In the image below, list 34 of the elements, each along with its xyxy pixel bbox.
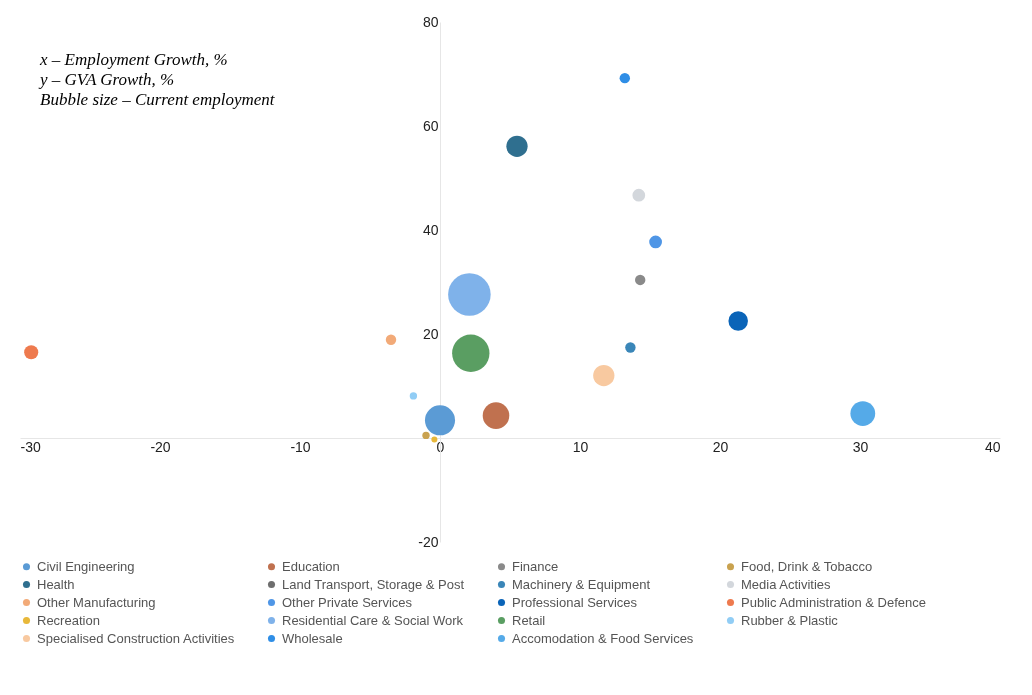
legend-label: Other Manufacturing (37, 594, 156, 610)
x-tick-label: 30 (852, 438, 869, 455)
legend-label: Civil Engineering (37, 558, 135, 574)
x-tick-label: 10 (572, 438, 589, 455)
legend-label: Finance (512, 558, 559, 574)
legend-label: Media Activities (741, 576, 832, 592)
y-tick-label: -20 (418, 533, 439, 550)
legend-label: Education (282, 558, 340, 574)
legend-label: Public Administration & Defence (741, 594, 926, 610)
legend-label: Professional Services (512, 594, 638, 610)
legend-label: Food, Drink & Tobacco (741, 558, 873, 574)
annotation: Bubble size – Current employment (40, 90, 276, 109)
y-tick-label: 40 (422, 221, 439, 238)
legend-label: Accomodation & Food Services (512, 630, 694, 646)
legend-label: Rubber & Plastic (741, 612, 839, 628)
y-tick-label: 20 (422, 325, 439, 342)
legend-label: Other Private Services (282, 594, 413, 610)
legend-label: Machinery & Equipment (512, 576, 651, 592)
legend-label: Recreation (37, 612, 100, 628)
y-tick-label: 80 (422, 13, 439, 30)
x-tick-label: -20 (150, 438, 171, 455)
x-tick-label: 20 (712, 438, 729, 455)
legend-label: Health (37, 576, 75, 592)
legend-label: Retail (512, 612, 546, 628)
x-tick-label: 40 (984, 438, 1001, 455)
legend-label: Wholesale (282, 630, 343, 646)
legend-label: Specialised Construction Activities (37, 630, 235, 646)
annotation: y – GVA Growth, % (38, 70, 175, 89)
x-tick-label: -10 (290, 438, 311, 455)
annotation: x – Employment Growth, % (39, 50, 228, 69)
x-tick-label: -30 (20, 438, 41, 455)
y-tick-label: 60 (422, 117, 439, 134)
legend-label: Residential Care & Social Work (282, 612, 464, 628)
legend-label: Land Transport, Storage & Post (282, 576, 465, 592)
